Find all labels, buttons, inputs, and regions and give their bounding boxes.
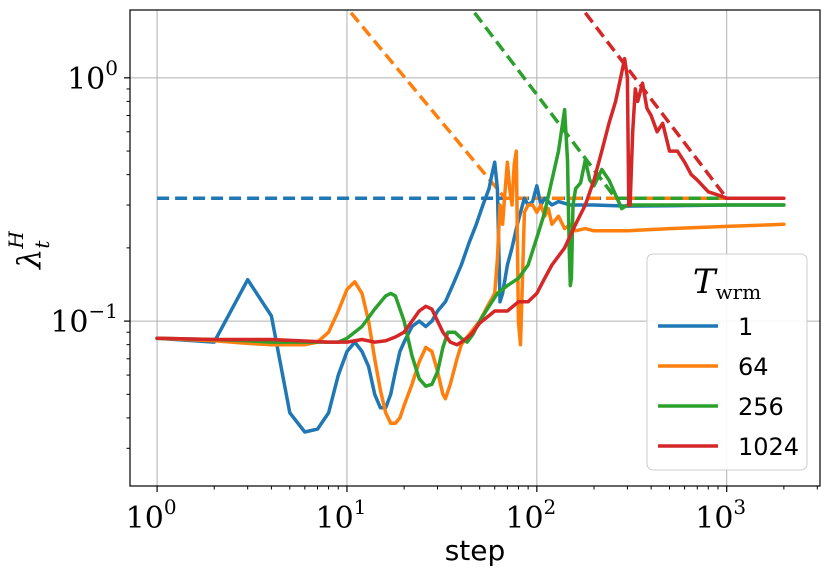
x-tick-label-base: 10 [695, 501, 733, 536]
x-axis-ticks: 100 101 102 103 [126, 486, 818, 536]
legend: Twrm 1 64 256 1024 [646, 253, 808, 471]
y-tick-label-1: 100 [67, 56, 118, 97]
legend-title-sub: wrm [716, 280, 762, 304]
legend-items: 1 64 256 1024 [658, 313, 799, 461]
y-tick-label-0: 10−1 [50, 299, 118, 340]
x-tick-label-exp: 2 [544, 495, 557, 519]
x-tick-label-2: 102 [505, 495, 556, 536]
x-tick-label-exp: 0 [164, 495, 177, 519]
x-tick-label-0: 100 [126, 495, 177, 536]
legend-title: Twrm [693, 262, 761, 304]
legend-label-1024: 1024 [738, 433, 799, 461]
legend-box [646, 253, 808, 471]
y-axis-label-sub: t [30, 240, 54, 249]
legend-label-256: 256 [738, 393, 784, 421]
y-tick-label-base: 10 [50, 305, 88, 340]
x-tick-label-exp: 3 [733, 495, 746, 519]
series-line-1024 [155, 56, 786, 347]
x-tick-label-base: 10 [126, 501, 164, 536]
y-tick-label-base: 10 [67, 62, 105, 97]
legend-label-1: 1 [738, 313, 753, 341]
y-axis-label-base: λ [10, 249, 48, 271]
y-tick-label-exp: 0 [105, 56, 118, 80]
y-axis-label-sup: H [4, 231, 28, 250]
series-lines [155, 56, 786, 434]
grid [130, 10, 820, 486]
y-tick-label-exp: −1 [89, 299, 118, 323]
x-tick-label-exp: 1 [354, 495, 367, 519]
x-axis-label: step [445, 534, 506, 567]
x-tick-label-base: 10 [315, 501, 353, 536]
legend-label-64: 64 [738, 353, 769, 381]
x-tick-label-1: 101 [315, 495, 366, 536]
x-tick-label-base: 10 [505, 501, 543, 536]
x-tick-label-3: 103 [695, 495, 746, 536]
y-axis-label: λtH [4, 231, 54, 271]
legend-title-base: T [693, 262, 718, 302]
